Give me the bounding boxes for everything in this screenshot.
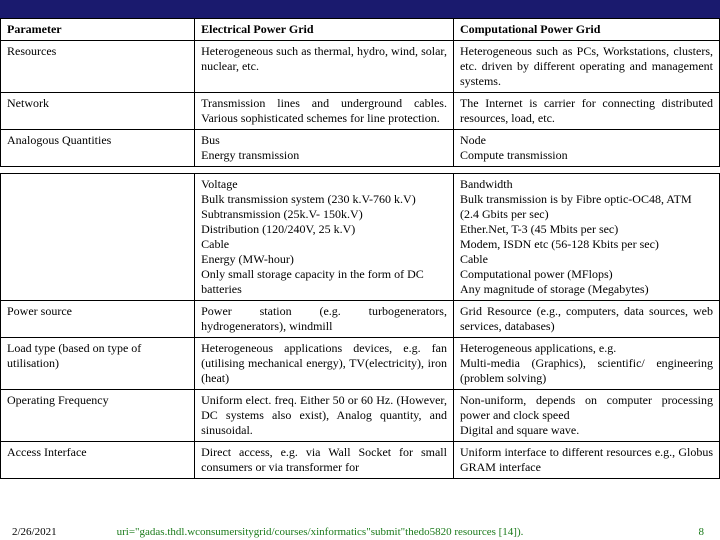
table-header-row: Parameter Electrical Power Grid Computat… [1, 19, 720, 41]
cell-comp: Uniform interface to different resources… [453, 442, 719, 479]
cell-elec: Power station (e.g. turbogenerators, hyd… [195, 301, 454, 338]
cell-comp: BandwidthBulk transmission is by Fibre o… [453, 174, 719, 301]
cell-param: Analogous Quantities [1, 130, 195, 167]
cell-elec: Transmission lines and underground cable… [195, 93, 454, 130]
header-computational: Computational Power Grid [453, 19, 719, 41]
table-row: Network Transmission lines and undergrou… [1, 93, 720, 130]
cell-elec: Uniform elect. freq. Either 50 or 60 Hz.… [195, 390, 454, 442]
footer-uri: uri="gadas.thdl.wconsumersitygrid/course… [117, 526, 524, 538]
cell-param: Access Interface [1, 442, 195, 479]
table-row: Resources Heterogeneous such as thermal,… [1, 41, 720, 93]
cell-param: Power source [1, 301, 195, 338]
top-bar [0, 0, 720, 18]
cell-elec: Direct access, e.g. via Wall Socket for … [195, 442, 454, 479]
table-row: Load type (based on type of utilisation)… [1, 338, 720, 390]
cell-comp: Heterogeneous such as PCs, Workstations,… [453, 41, 719, 93]
cell-param: Load type (based on type of utilisation) [1, 338, 195, 390]
header-electrical: Electrical Power Grid [195, 19, 454, 41]
comparison-table-1: Parameter Electrical Power Grid Computat… [0, 18, 720, 167]
table-row: Analogous Quantities BusEnergy transmiss… [1, 130, 720, 167]
cell-param [1, 174, 195, 301]
cell-comp: Non-uniform, depends on computer process… [453, 390, 719, 442]
cell-comp: Heterogeneous applications, e.g.Multi-me… [453, 338, 719, 390]
cell-comp: NodeCompute transmission [453, 130, 719, 167]
cell-param: Operating Frequency [1, 390, 195, 442]
header-parameter: Parameter [1, 19, 195, 41]
footer-date: 2/26/2021 [12, 526, 57, 538]
table-row: Access Interface Direct access, e.g. via… [1, 442, 720, 479]
table-row: Power source Power station (e.g. turboge… [1, 301, 720, 338]
comparison-table-2: VoltageBulk transmission system (230 k.V… [0, 173, 720, 479]
cell-elec: Heterogeneous applications devices, e.g.… [195, 338, 454, 390]
table-row: VoltageBulk transmission system (230 k.V… [1, 174, 720, 301]
table-row: Operating Frequency Uniform elect. freq.… [1, 390, 720, 442]
cell-comp: Grid Resource (e.g., computers, data sou… [453, 301, 719, 338]
cell-param: Network [1, 93, 195, 130]
cell-param: Resources [1, 41, 195, 93]
cell-elec: BusEnergy transmission [195, 130, 454, 167]
footer-page-number: 8 [699, 526, 705, 538]
cell-comp: The Internet is carrier for connecting d… [453, 93, 719, 130]
cell-elec: VoltageBulk transmission system (230 k.V… [195, 174, 454, 301]
cell-elec: Heterogeneous such as thermal, hydro, wi… [195, 41, 454, 93]
footer: 2/26/2021 uri="gadas.thdl.wconsumersityg… [0, 526, 720, 538]
